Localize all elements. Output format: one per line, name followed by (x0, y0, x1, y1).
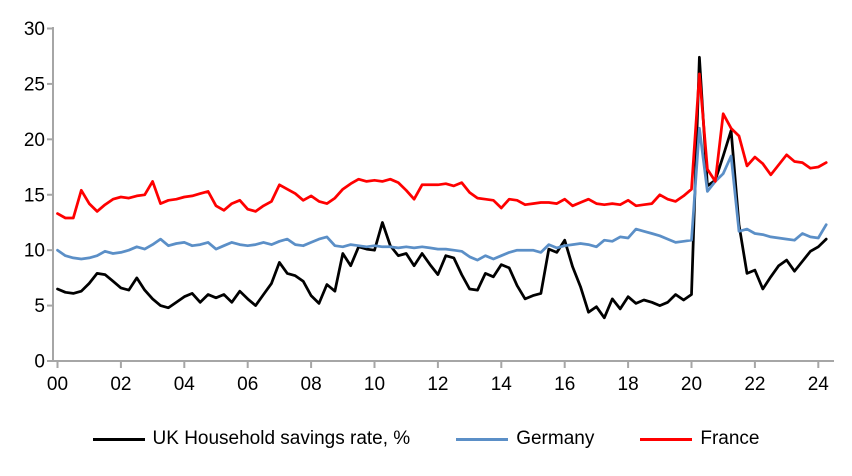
x-axis-tick-label: 12 (427, 374, 448, 395)
x-axis-tick-label: 04 (174, 374, 196, 395)
series-line-germany (56, 126, 828, 262)
x-axis-tick-label: 00 (47, 374, 68, 395)
x-axis-tick-label: 16 (554, 374, 575, 395)
x-axis-tick-label: 22 (744, 374, 765, 395)
x-axis-tick-label: 06 (237, 374, 258, 395)
legend-item-france: France (640, 427, 759, 451)
france-line-swatch (640, 437, 693, 441)
chart-legend: UK Household savings rate, % Germany Fra… (0, 427, 852, 451)
x-axis-tick-label: 02 (110, 374, 131, 395)
x-axis-tick-label: 20 (681, 374, 702, 395)
x-axis-tick-label: 10 (364, 374, 385, 395)
legend-item-germany: Germany (456, 427, 594, 451)
x-axis-tick-label: 14 (491, 374, 513, 395)
y-axis-tick-label: 0 (34, 352, 45, 373)
y-axis-tick-label: 20 (24, 130, 45, 151)
legend-label-france: France (700, 428, 760, 449)
legend-item-uk: UK Household savings rate, % (92, 427, 411, 451)
x-axis-tick-label: 18 (618, 374, 639, 395)
x-axis-tick-label: 24 (808, 374, 830, 395)
legend-label-uk: UK Household savings rate, % (152, 428, 411, 449)
uk-line-swatch (92, 437, 145, 441)
y-axis-tick-label: 25 (24, 74, 45, 95)
series-line-france (56, 72, 828, 220)
y-axis-tick-label: 10 (24, 241, 45, 262)
germany-line-swatch (456, 437, 509, 441)
y-axis-tick-label: 5 (34, 296, 45, 317)
x-axis-tick-label: 08 (301, 374, 322, 395)
y-axis-tick-label: 30 (24, 19, 45, 40)
y-axis-tick-label: 15 (24, 185, 45, 206)
legend-label-germany: Germany (516, 428, 595, 449)
